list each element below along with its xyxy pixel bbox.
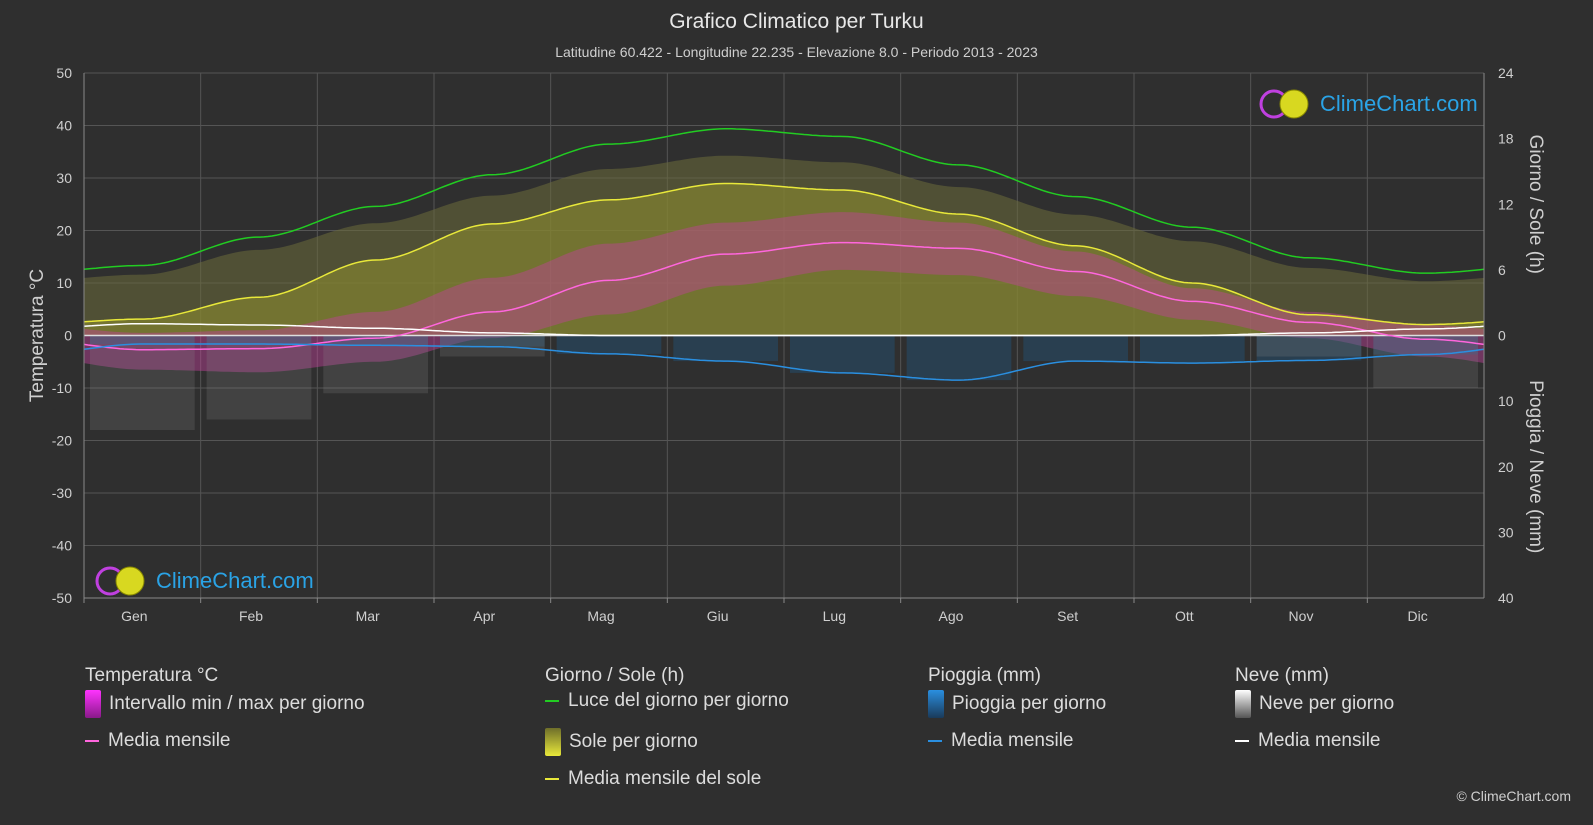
legend-label: Luce del giorno per giorno [568,690,789,711]
y-left-tick-label: -50 [52,590,72,606]
temperature-mean-line [83,241,1485,351]
legend-label: Intervallo min / max per giorno [109,693,365,714]
legend-sun-mean: Media mensile del sole [545,768,761,790]
y-left-tick-label: 0 [64,328,72,344]
sunshine-swatch [545,728,561,756]
rain-mean-swatch [928,740,942,742]
legend-snow-title: Neve (mm) [1235,665,1329,686]
rain-bar [1023,335,1128,362]
snow-mean-swatch [1235,740,1249,742]
logo-text: ClimeChart.com [1320,91,1478,116]
legend-label: Media mensile del sole [568,768,762,789]
y-right-hours-tick-label: 18 [1498,131,1514,147]
y-right-hours-axis-title: Giorno / Sole (h) [1525,135,1546,274]
rain-bar [323,335,428,346]
sunshine-area [84,183,1484,336]
legend-label: Media mensile [951,730,1074,751]
climate-chart: 50 40 30 20 10 0 -10 -20 -30 -40 -50 24 18 12 6 0 10 20 30… [27,65,1546,624]
x-tick-label: Feb [239,608,263,624]
chart-subtitle: Latitudine 60.422 - Longitudine 22.235 -… [555,44,1038,60]
x-tick-label: Apr [473,608,495,624]
x-tick-label: Dic [1408,608,1428,624]
y-left-tick-label: 20 [56,223,72,239]
temperature-range-band [84,212,1484,373]
y-right-mm-tick-label: 30 [1498,524,1514,540]
snow-mean-line [83,322,1485,337]
y-left-tick-label: -30 [52,485,72,501]
y-right-mm-tick-label: 10 [1498,393,1514,409]
legend-daylight: Luce del giorno per giorno [545,690,789,712]
y-left-tick-label: 10 [56,275,72,291]
x-tick-label: Set [1057,608,1078,624]
y-right-mm-tick-label: 20 [1498,459,1514,475]
logo-bottom-left: ClimeChart.com [94,565,314,597]
copyright: © ClimeChart.com [1456,788,1571,804]
legend-label: Media mensile [108,730,231,751]
legend-rain-title: Pioggia (mm) [928,665,1041,686]
x-tick-label: Ott [1175,608,1194,624]
legend-rain-daily: Pioggia per giorno [928,690,1106,718]
daylight-line [83,128,1485,274]
y-right-mm-tick-label: 40 [1498,590,1514,606]
y-right-hours-tick-label: 6 [1498,262,1506,278]
rain-swatch [928,690,944,718]
temp-range-swatch [85,690,101,718]
y-left-axis-title: Temperatura °C [27,269,48,402]
rain-bar [1140,335,1245,364]
x-tick-label: Gen [121,608,147,624]
legend-sunshine: Sole per giorno [545,728,698,756]
rain-bar [906,335,1012,381]
legend-snow-daily: Neve per giorno [1235,690,1394,718]
rain-bar [1256,335,1362,361]
logo-text: ClimeChart.com [156,568,314,593]
legend-sun-title: Giorno / Sole (h) [545,665,685,686]
sunshine-mean-line [83,182,1485,326]
y-right-hours-tick-label: 24 [1498,65,1514,81]
legend-label: Sole per giorno [569,731,698,752]
snow-bar [1373,335,1478,388]
x-tick-label: Lug [823,608,846,624]
legend-temp-mean: Media mensile [85,730,231,752]
rain-bar [206,335,312,345]
rain-mean-line [83,343,1485,381]
rain-bar [90,335,195,345]
x-tick-label: Ago [939,608,964,624]
x-tick-label: Giu [707,608,729,624]
y-left-tick-label: 30 [56,170,72,186]
legend-rain-mean: Media mensile [928,730,1074,752]
rain-bar [556,335,662,354]
temp-mean-swatch [85,740,99,742]
legend-snow-mean: Media mensile [1235,730,1381,752]
legend-label: Media mensile [1258,730,1381,751]
legend-label: Pioggia per giorno [952,693,1107,714]
snow-bar [323,335,428,394]
snow-bar [90,335,195,430]
chart-title: Grafico Climatico per Turku [669,10,924,33]
sun-mean-swatch [545,778,559,780]
legend-label: Neve per giorno [1259,693,1395,714]
rain-bar [440,335,545,347]
x-tick-label: Mar [356,608,380,624]
legend-temp-range: Intervallo min / max per giorno [85,690,365,718]
x-tick-label: Nov [1289,608,1314,624]
y-right-hours-tick-label: 0 [1498,328,1506,344]
y-right-mm-axis-title: Pioggia / Neve (mm) [1525,380,1546,553]
y-left-tick-label: 50 [56,65,72,81]
climechart-logo-icon [1259,89,1309,119]
snow-swatch [1235,690,1251,718]
rain-bar [790,335,895,373]
logo-top-right: ClimeChart.com [1258,88,1478,120]
y-left-tick-label: -20 [52,433,72,449]
x-tick-label: Mag [587,608,614,624]
legend-temperature-title: Temperatura °C [85,665,219,686]
y-left-tick-label: -40 [52,538,72,554]
daylight-swatch [545,700,559,702]
y-right-hours-tick-label: 12 [1498,196,1514,212]
rain-bar [673,335,778,362]
y-left-tick-label: -10 [52,380,72,396]
snow-bar [1256,335,1362,357]
climechart-logo-icon [95,566,145,596]
y-left-tick-label: 40 [56,118,72,134]
